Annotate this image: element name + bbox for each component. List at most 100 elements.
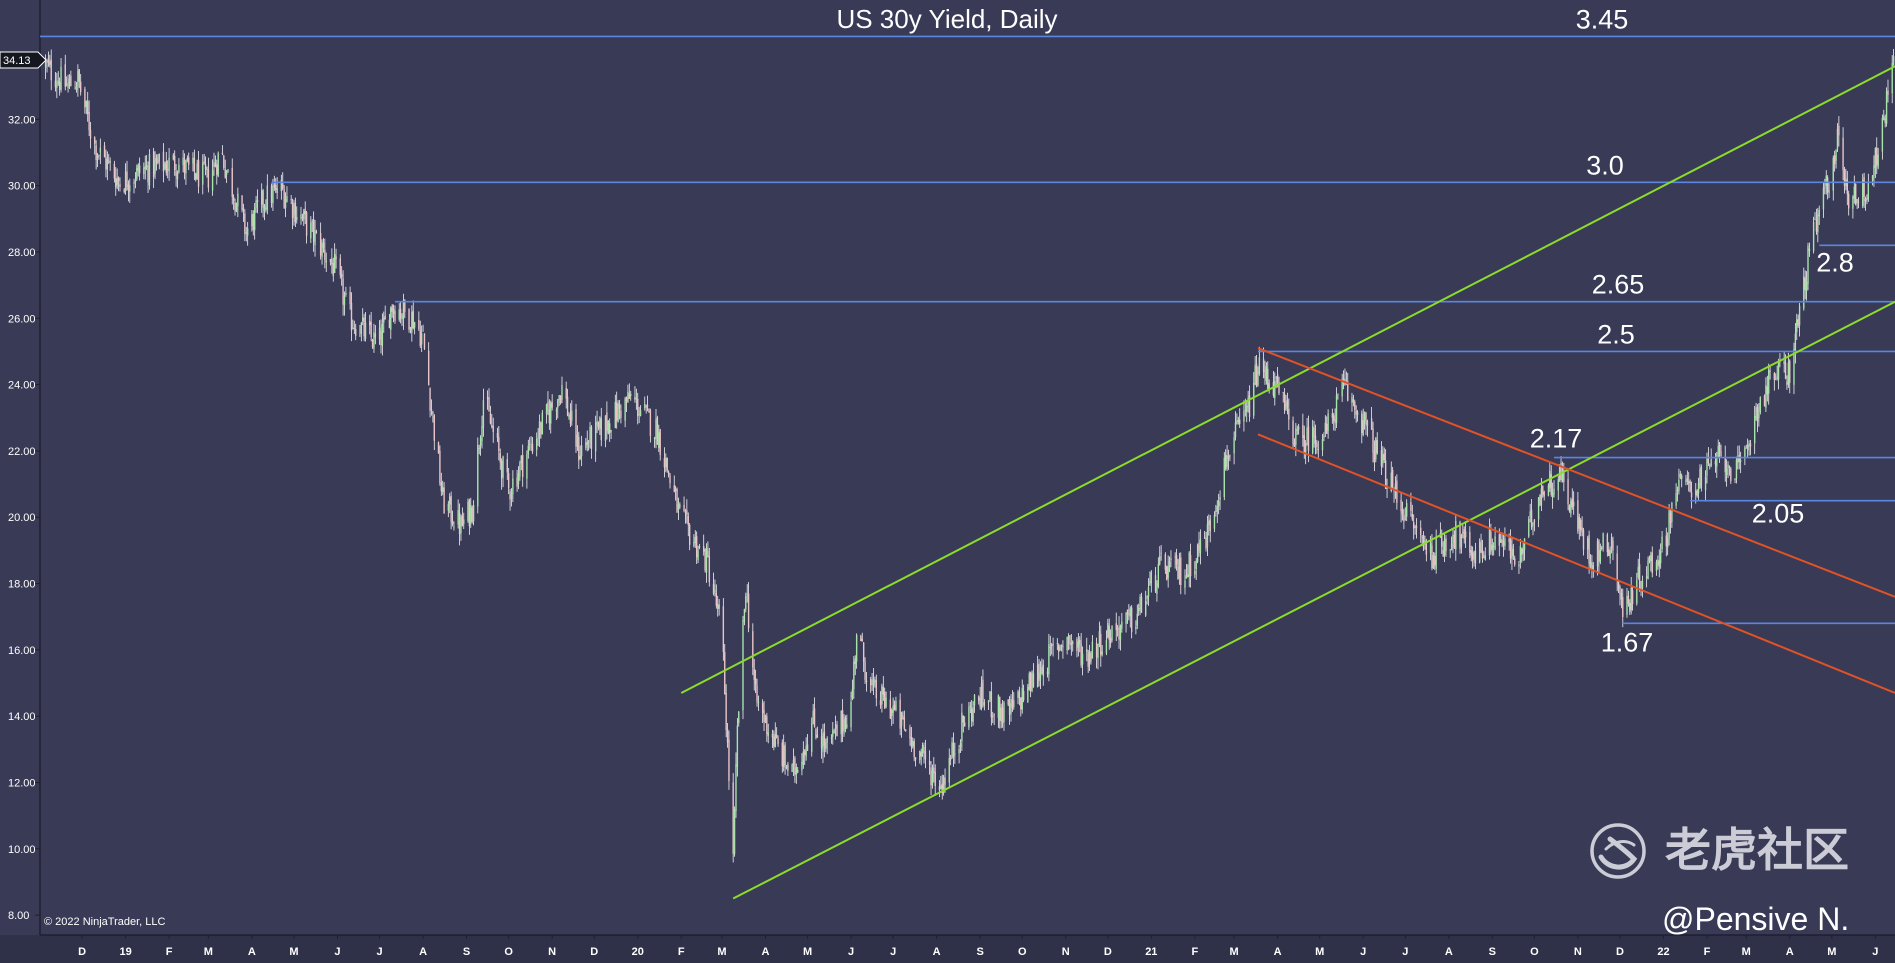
candle-body [1501,539,1503,543]
watermark-brand: 老虎社区 [1665,824,1849,876]
candle-body [1758,413,1760,419]
candle-body [1079,639,1081,645]
candle-body [1209,519,1211,532]
candle-body [1029,672,1032,691]
candle-body [1737,457,1739,463]
candle-body [594,422,597,452]
candle-body [1316,442,1318,448]
x-tick-label: M [1742,946,1751,958]
candle-body [1572,501,1575,507]
candle-body [349,291,351,304]
candle-body [1577,500,1579,532]
candle-body [1775,378,1777,380]
candle-body [775,734,778,738]
candle-body [103,145,106,158]
candle-body [1885,91,1888,124]
candle-body [569,414,572,424]
candle-body [1194,570,1196,575]
candle-body [282,183,284,189]
candle-body [813,708,816,727]
candle-body [930,767,932,786]
candle-body [1679,473,1682,478]
candle-body [895,700,897,711]
candle-body [1274,380,1276,399]
candle-body [1474,550,1477,564]
candle-body [1265,366,1268,382]
candle-body [1441,534,1443,547]
candle-body [242,207,245,211]
candle-body [1852,196,1854,209]
candle-body [203,161,205,164]
candle-body [1864,199,1867,202]
candle-body [488,397,490,412]
candle-body [980,683,983,709]
candle-body [1773,373,1776,380]
candle-body [979,698,981,707]
candle-body [1724,457,1726,473]
candle-body [1067,636,1070,640]
candle-body [1223,457,1225,498]
candle-body [1571,498,1573,508]
candle-body [1429,542,1432,553]
candle-body [1793,348,1795,385]
candle-body [136,167,138,180]
candle-body [1492,546,1495,547]
candle-body [1224,454,1227,470]
candle-body [183,160,186,173]
candle-body [340,274,343,278]
candle-body [310,222,312,239]
candle-body [1509,540,1512,559]
candle-body [402,300,405,319]
candle-body [1058,644,1060,652]
candle-body [157,160,159,164]
candle-body [666,457,668,471]
candle-body [1382,453,1384,464]
candle-body [217,153,219,177]
candle-body [1121,621,1123,629]
candle-body [1022,690,1025,701]
candle-body [1504,538,1506,547]
candle-body [1217,501,1220,507]
candle-body [756,685,758,702]
candle-body [774,733,776,748]
candle-body [360,323,363,334]
candle-body [1302,425,1304,438]
candle-body [1817,214,1819,233]
candle-body [677,503,680,510]
candle-body [590,426,593,449]
candle-body [909,727,911,739]
candle-body [1843,169,1846,186]
candle-body [1185,575,1188,579]
candle-body [1598,540,1600,562]
candle-body [57,80,59,84]
candle-body [1745,447,1747,449]
candle-body [1125,612,1127,625]
candle-body [333,253,336,274]
candle-body [1582,529,1585,550]
candle-body [442,487,444,493]
candle-body [332,263,334,277]
candle-body [1031,671,1033,691]
candle-body [1010,699,1012,714]
watermark: 老虎社区 [1590,823,1849,879]
candle-body [1533,519,1536,523]
candle-body [1139,596,1141,610]
candle-body [669,475,671,483]
candle-body [491,425,493,427]
candle-body [608,423,611,434]
x-tick-label: A [1445,946,1453,958]
candle-body [1627,595,1630,604]
candle-body [265,208,267,209]
candle-body [959,743,962,748]
candle-body [565,387,567,399]
candle-body [79,81,82,93]
candle-body [1108,625,1110,641]
candle-body [380,330,382,346]
candle-body [676,489,678,513]
candle-body [1462,532,1464,534]
candle-body [659,429,661,456]
last-price-marker: 34.13 [0,51,47,69]
candle-body [1021,688,1023,710]
candle-body [958,749,960,754]
candle-body [68,78,71,85]
